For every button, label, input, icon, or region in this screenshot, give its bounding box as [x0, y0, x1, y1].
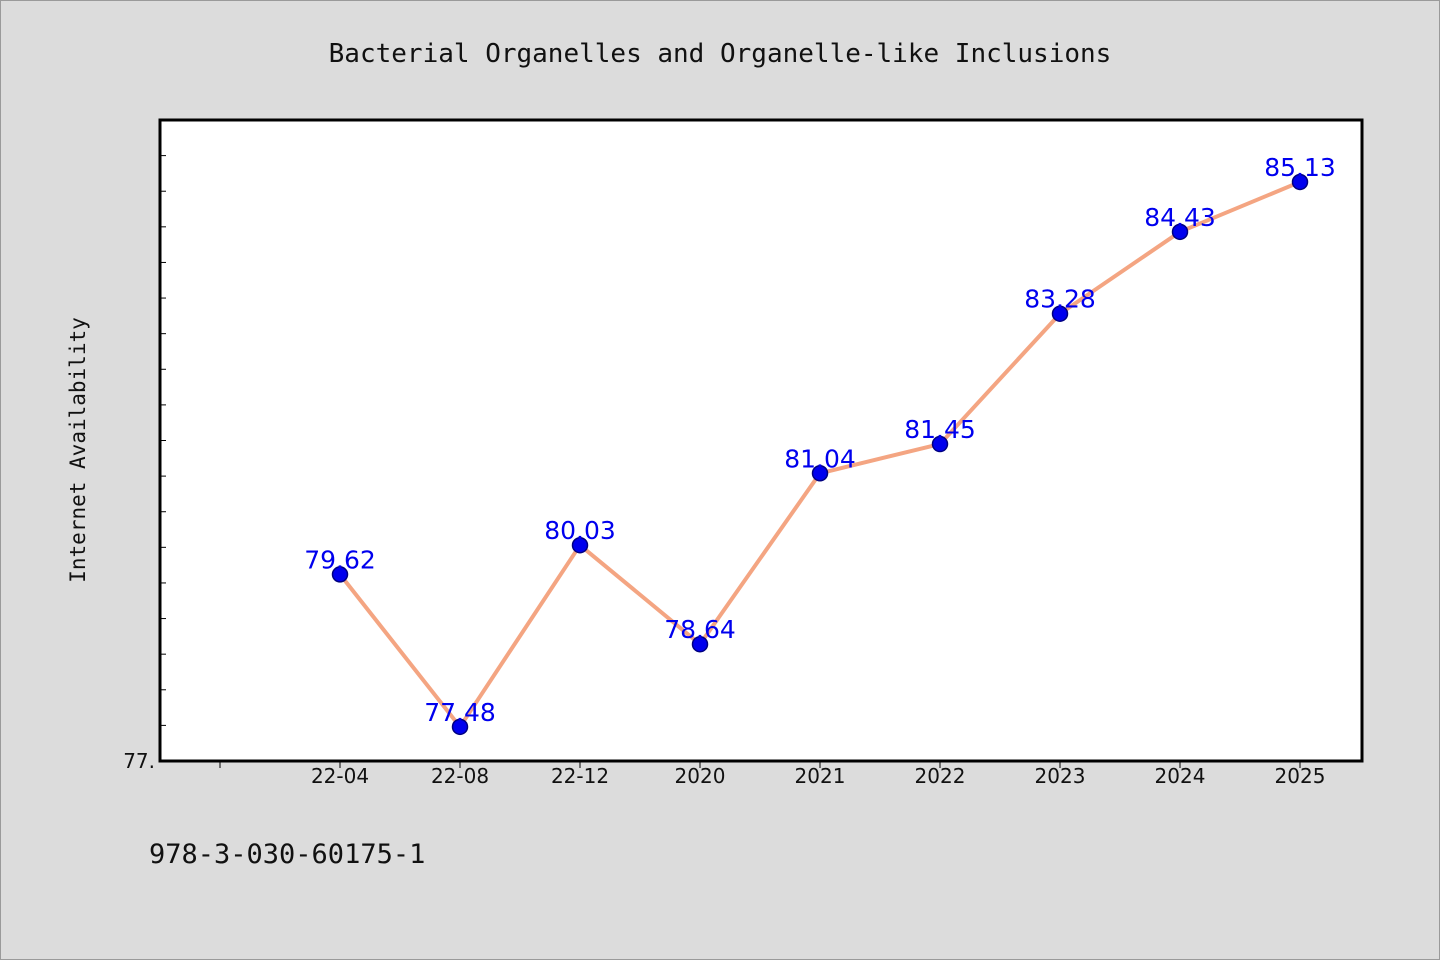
data-label: 81.04: [784, 444, 856, 473]
y-axis-label: Internet Availability: [66, 317, 90, 583]
x-tick-label: 2023: [1035, 764, 1086, 788]
x-tick-label: 22-12: [551, 764, 609, 788]
x-tick-label: 2020: [675, 764, 726, 788]
data-labels: 79.62 77.48 80.03 78.64 81.04 81.45 83.28 84.43…: [304, 153, 1336, 727]
data-label: 85.13: [1264, 153, 1336, 182]
data-point: [1291, 173, 1309, 191]
data-point: [331, 566, 349, 583]
data-point: [1171, 223, 1189, 241]
x-tick-label: 2021: [795, 764, 846, 788]
chart-title: Bacterial Organelles and Organelle-like …: [329, 39, 1112, 69]
x-axis-tick-labels: 22-04 22-08 22-12 2020 2021 2022 2023 2024 2025: [311, 764, 1326, 788]
data-label: 77.48: [424, 698, 496, 727]
x-tick-label: 22-04: [311, 764, 369, 788]
data-point: [811, 465, 829, 482]
x-tick-label: 22-08: [431, 764, 489, 788]
series-markers: [331, 173, 1309, 736]
caption-id: 978-3-030-60175-1: [149, 839, 425, 870]
x-axis-ticks: [219, 761, 1301, 768]
x-tick-label: 2022: [915, 764, 966, 788]
data-point: [1051, 305, 1069, 322]
data-point: [571, 536, 589, 554]
data-point: [451, 718, 469, 736]
data-label: 81.45: [904, 415, 976, 444]
data-label: 83.28: [1024, 285, 1096, 314]
data-label: 84.43: [1144, 203, 1216, 232]
data-label: 80.03: [544, 516, 616, 545]
data-point: [931, 435, 949, 453]
data-label: 79.62: [304, 545, 376, 574]
y-tick-label: 77.: [123, 749, 155, 773]
plot-area: [158, 118, 1364, 763]
data-label: 78.64: [664, 615, 736, 644]
y-axis-ticks: [160, 119, 166, 762]
data-point: [691, 635, 709, 653]
x-tick-label: 2025: [1275, 764, 1326, 788]
x-tick-label: 2024: [1155, 764, 1206, 788]
